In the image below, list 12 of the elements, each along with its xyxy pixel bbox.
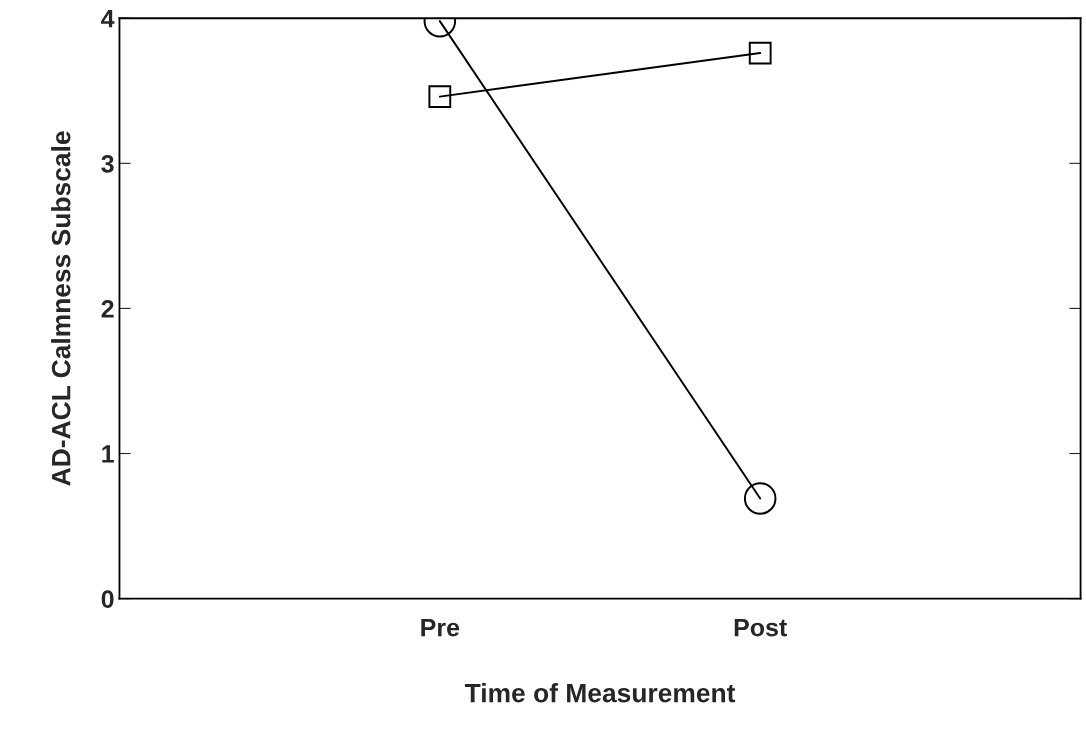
y-tick-label: 0 xyxy=(101,590,114,608)
y-tick-label: 2 xyxy=(101,300,114,318)
y-axis-title: AD-ACL Calmness Subscale xyxy=(51,131,71,486)
point xyxy=(748,41,772,65)
y-tick-label: 1 xyxy=(102,445,114,463)
y-tick-label: 4 xyxy=(101,10,115,28)
x-axis-title: Time of Measurement xyxy=(464,683,736,703)
x-tick-label: Pre xyxy=(421,618,460,637)
point xyxy=(743,482,777,515)
point xyxy=(428,85,452,108)
x-tick-label: Post xyxy=(734,618,787,637)
y-tick-label: 3 xyxy=(101,154,114,173)
